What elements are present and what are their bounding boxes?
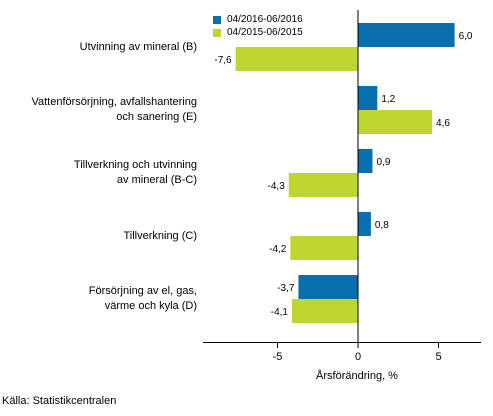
bar-s1-c2 <box>358 86 378 110</box>
bar-s1-c4 <box>358 212 371 236</box>
legend-label-1: 04/2016-06/2016 <box>227 14 303 25</box>
legend-label-2: 04/2015-06/2015 <box>227 27 303 38</box>
legend-item-1: 04/2016-06/2016 <box>213 14 303 26</box>
data-label-s1-c2: 1,2 <box>381 94 395 105</box>
legend-swatch-2 <box>213 29 221 37</box>
data-label-s1-c1: 6,0 <box>459 31 473 42</box>
category-label-1: Utvinning av mineral (B) <box>79 40 197 53</box>
bar-s2-c1 <box>235 47 358 71</box>
legend-swatch-1 <box>213 16 221 24</box>
data-label-s1-c3: 0,9 <box>376 157 390 168</box>
category-label-2: Vattenförsörjning, avfallshantering och … <box>31 96 197 123</box>
data-label-s1-c4: 0,8 <box>375 220 389 231</box>
category-label-5: Försörjning av el, gas, värme och kyla (… <box>88 285 197 312</box>
bar-s2-c4 <box>290 236 358 260</box>
bar-s1-c5 <box>298 275 358 299</box>
x-tick-label-2: 0 <box>355 351 361 363</box>
legend-item-2: 04/2015-06/2015 <box>213 27 303 39</box>
data-label-s2-c1: -7,6 <box>214 55 232 66</box>
bar-s2-c5 <box>291 299 358 323</box>
bar-s1-c3 <box>358 149 373 173</box>
source-note: Källa: Statistikcentralen <box>2 395 117 407</box>
x-axis-label: Årsförändring, % <box>316 370 398 382</box>
data-label-s2-c3: -4,3 <box>268 181 286 192</box>
bar-s2-c3 <box>288 173 358 197</box>
data-label-s2-c5: -4,1 <box>271 307 289 318</box>
category-label-4: Tillverkning (C) <box>123 229 197 242</box>
data-label-s2-c2: 4,6 <box>436 118 450 129</box>
bar-s1-c1 <box>358 23 455 47</box>
bar-s2-c2 <box>358 110 433 134</box>
data-label-s1-c5: -3,7 <box>277 283 295 294</box>
x-tick-label-1: -5 <box>273 351 283 363</box>
data-label-s2-c4: -4,2 <box>269 244 287 255</box>
category-label-3: Tillverkning och utvinning av mineral (B… <box>73 159 197 186</box>
x-tick-label-3: 5 <box>435 351 441 363</box>
